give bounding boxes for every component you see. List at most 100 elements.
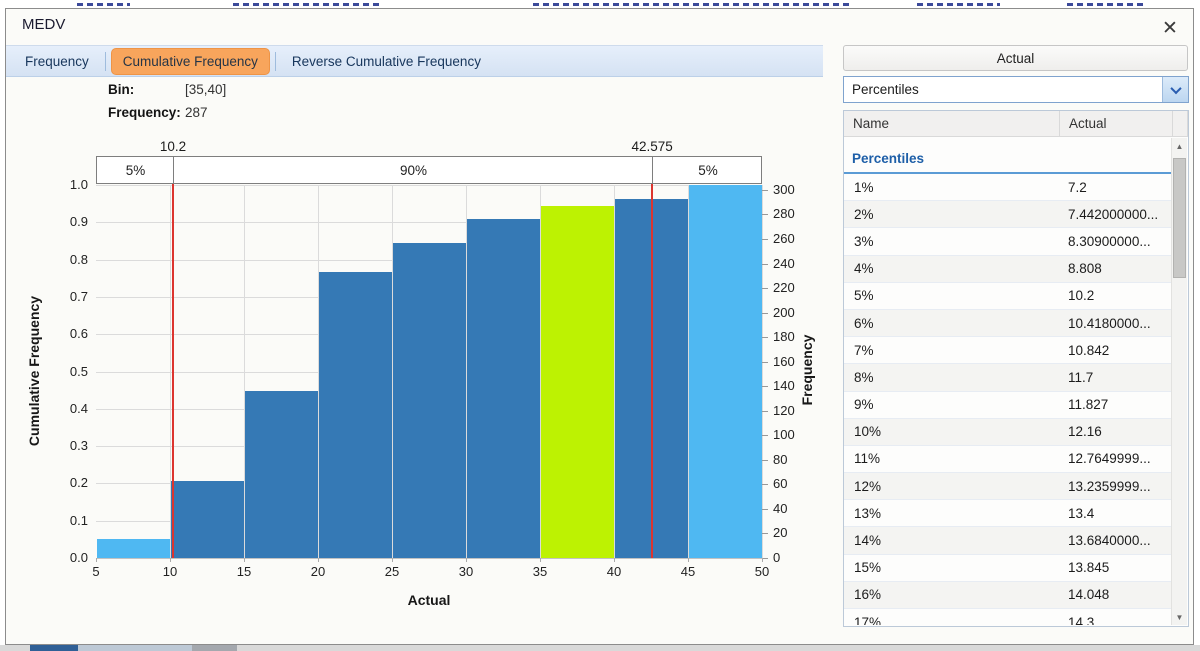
percentile-marker-line[interactable] [651, 184, 654, 558]
table-row[interactable]: 5% 10.2 [844, 282, 1172, 310]
tick-mark [762, 263, 768, 265]
gridline [96, 185, 762, 186]
gridline [96, 558, 762, 559]
row-value: 10.4180000... [1068, 315, 1151, 331]
tick-label: 0.3 [69, 438, 88, 454]
tick-mark [762, 508, 768, 510]
table-row[interactable]: 16% 14.048 [844, 581, 1172, 609]
table-row[interactable]: 15% 13.845 [844, 554, 1172, 582]
background-strip-bottom [0, 645, 1200, 651]
tick-label: 30 [458, 564, 474, 579]
table-body: Percentiles 1% 7.2 2% 7.442000000... 3% 8.309… [844, 138, 1172, 625]
tab-separator [104, 51, 106, 71]
tick-mark [762, 337, 768, 339]
scroll-down-icon[interactable]: ▼ [1175, 612, 1184, 622]
table-row[interactable]: 9% 11.827 [844, 391, 1172, 419]
tab-bar: Frequency Cumulative Frequency Reverse Cum… [6, 45, 823, 77]
histogram-bar[interactable] [392, 242, 466, 558]
table-row[interactable]: 14% 13.6840000... [844, 527, 1172, 555]
data-table: Name Actual Percentiles 1% 7.2 2% 7.4420000… [843, 110, 1189, 627]
histogram-bar[interactable] [244, 390, 318, 558]
row-name: 2% [854, 206, 874, 222]
tick-mark [392, 558, 393, 562]
tick-label: 180 [773, 329, 795, 345]
histogram-bar[interactable] [614, 199, 688, 558]
row-name: 6% [854, 315, 874, 331]
chevron-down-icon [1169, 82, 1182, 94]
tick-label: 300 [773, 181, 795, 197]
row-name: 3% [854, 233, 874, 249]
tick-label: 40 [773, 500, 788, 516]
row-name: 8% [854, 369, 874, 385]
table-row[interactable]: 1% 7.2 [844, 174, 1172, 202]
table-row[interactable]: 3% 8.30900000... [844, 228, 1172, 256]
tick-mark [762, 558, 763, 562]
dropdown-value: Percentiles [852, 82, 919, 97]
row-value: 13.6840000... [1068, 533, 1151, 549]
frequency-info-label: Frequency: [108, 105, 181, 120]
row-name: 14% [854, 533, 882, 549]
row-name: 10% [854, 424, 882, 440]
tick-label: 50 [754, 564, 770, 579]
histogram-bar[interactable] [96, 538, 170, 558]
table-row[interactable]: 17% 14.3 [844, 609, 1172, 625]
row-name: 7% [854, 342, 874, 358]
table-header: Name Actual [844, 111, 1188, 137]
scroll-thumb[interactable] [1173, 158, 1186, 278]
tick-label: 1.0 [69, 177, 88, 192]
table-row[interactable]: 12% 13.2359999... [844, 473, 1172, 501]
tab-reverse-cumulative-frequency[interactable]: Reverse Cumulative Frequency [291, 53, 481, 69]
column-header-name[interactable]: Name [844, 111, 1060, 137]
table-row[interactable]: 6% 10.4180000... [844, 309, 1172, 338]
histogram-bar[interactable] [170, 480, 244, 558]
tick-label: 100 [773, 427, 795, 443]
tick-label: 0.7 [69, 288, 88, 304]
bin-info-value: [35,40] [185, 82, 227, 97]
histogram-bar[interactable] [466, 218, 540, 558]
table-row[interactable]: 11% 12.7649999... [844, 445, 1172, 474]
close-button[interactable]: ✕ [1150, 12, 1190, 44]
marker-label: 10.2 [159, 139, 187, 154]
percentile-marker-line[interactable] [171, 184, 174, 558]
tick-label: 0.0 [69, 550, 88, 565]
tick-label: 0.8 [69, 251, 88, 267]
scroll-up-icon[interactable]: ▲ [1175, 141, 1184, 151]
tick-label: 15 [236, 564, 252, 579]
table-row[interactable]: 10% 12.16 [844, 418, 1172, 446]
table-row[interactable]: 2% 7.442000000... [844, 201, 1172, 229]
tick-mark [244, 558, 245, 562]
tab-cumulative-frequency[interactable]: Cumulative Frequency [110, 47, 270, 75]
percentiles-dropdown[interactable]: Percentiles [843, 76, 1189, 103]
tick-mark [762, 238, 768, 240]
histogram-bar[interactable] [540, 206, 614, 558]
dropdown-button[interactable] [1162, 77, 1188, 102]
y-axis-label-left: Cumulative Frequency [26, 295, 42, 447]
row-name: 12% [854, 478, 882, 494]
close-icon: ✕ [1162, 17, 1178, 39]
right-panel-header[interactable]: Actual [843, 45, 1188, 71]
histogram-bar[interactable] [688, 185, 762, 558]
tick-mark [762, 312, 768, 314]
row-name: 17% [854, 614, 882, 625]
row-value: 12.16 [1068, 424, 1102, 440]
tick-mark [762, 459, 768, 461]
tick-mark [762, 288, 768, 290]
row-name: 15% [854, 560, 882, 576]
row-name: 5% [854, 288, 874, 304]
frequency-info-value: 287 [185, 105, 208, 120]
scrollbar[interactable]: ▲ ▼ [1171, 138, 1187, 625]
row-value: 11.827 [1068, 397, 1109, 413]
table-row[interactable]: 7% 10.842 [844, 337, 1172, 365]
histogram-bar[interactable] [318, 272, 392, 558]
bracket-divider [652, 157, 654, 183]
tick-label: 280 [773, 206, 795, 222]
table-row[interactable]: 13% 13.4 [844, 500, 1172, 528]
table-row[interactable]: 8% 11.7 [844, 364, 1172, 392]
column-header-actual[interactable]: Actual [1060, 111, 1173, 137]
tab-frequency[interactable]: Frequency [25, 53, 89, 69]
table-row[interactable]: 4% 8.808 [844, 255, 1172, 283]
marker-label: 42.575 [631, 139, 673, 154]
tick-label: 0.9 [69, 214, 88, 230]
